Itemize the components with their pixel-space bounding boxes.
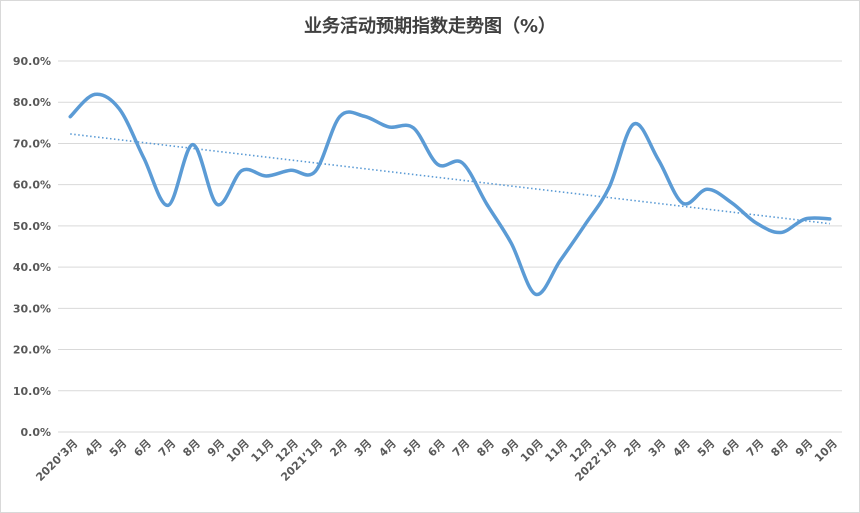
trend-line	[70, 133, 830, 225]
series-line	[68, 92, 832, 297]
data-point	[730, 201, 734, 205]
x-tick-label: 4月	[376, 437, 398, 459]
x-tick-label: 6月	[425, 437, 447, 459]
y-tick-label: 40.0%	[13, 261, 51, 274]
x-tick-label: 2020’3月	[33, 437, 80, 484]
data-point	[803, 217, 807, 221]
data-point	[632, 122, 636, 126]
data-point	[387, 125, 391, 129]
x-tick-label: 7月	[450, 437, 472, 459]
data-point	[191, 143, 195, 147]
data-point	[240, 169, 244, 173]
y-tick-label: 60.0%	[13, 179, 51, 192]
data-point	[338, 115, 342, 119]
y-axis-ticks: 0.0% 10.0% 20.0% 30.0% 40.0% 50.0% 60.0% 70.0% 8…	[13, 55, 51, 439]
y-tick-label: 50.0%	[13, 220, 51, 233]
x-tick-label: 11月	[543, 437, 571, 465]
y-tick-label: 80.0%	[13, 96, 51, 109]
x-tick-label: 8月	[180, 437, 202, 459]
data-point	[681, 201, 685, 205]
chart-title: 业务活动预期指数走势图（%）	[303, 16, 557, 37]
data-point	[485, 202, 489, 206]
y-tick-label: 90.0%	[13, 55, 51, 68]
data-point	[313, 169, 317, 173]
data-point	[68, 115, 72, 119]
x-tick-label: 10月	[224, 437, 252, 465]
x-tick-label: 2月	[327, 437, 349, 459]
y-tick-label: 30.0%	[13, 302, 51, 315]
data-point	[754, 221, 758, 225]
x-tick-label: 4月	[670, 437, 692, 459]
data-point	[215, 202, 219, 206]
data-point	[607, 185, 611, 189]
data-point	[460, 161, 464, 165]
data-point	[509, 241, 513, 245]
x-tick-label: 6月	[131, 437, 153, 459]
x-tick-label: 8月	[474, 437, 496, 459]
data-point	[166, 203, 170, 207]
x-tick-label: 6月	[719, 437, 741, 459]
x-tick-label: 5月	[401, 437, 423, 459]
x-tick-label: 7月	[744, 437, 766, 459]
y-tick-label: 10.0%	[13, 385, 51, 398]
data-point	[828, 217, 832, 221]
data-point	[362, 114, 366, 118]
x-tick-label: 11月	[249, 437, 277, 465]
data-point	[411, 126, 415, 130]
data-point	[558, 259, 562, 263]
x-tick-label: 3月	[646, 437, 668, 459]
data-point	[289, 168, 293, 172]
x-tick-label: 2月	[621, 437, 643, 459]
x-tick-label: 3月	[352, 437, 374, 459]
gridlines	[58, 60, 842, 433]
data-point	[264, 174, 268, 178]
x-tick-label: 5月	[695, 437, 717, 459]
x-tick-label: 7月	[156, 437, 178, 459]
x-tick-label: 4月	[82, 437, 104, 459]
data-point	[534, 292, 538, 296]
data-point	[705, 187, 709, 191]
x-tick-label: 5月	[107, 437, 129, 459]
data-point	[583, 223, 587, 227]
y-tick-label: 20.0%	[13, 344, 51, 357]
y-tick-label: 0.0%	[20, 426, 51, 439]
data-point	[656, 158, 660, 162]
y-tick-label: 70.0%	[13, 137, 51, 150]
x-tick-label: 10月	[518, 437, 546, 465]
data-point	[142, 156, 146, 160]
data-point	[117, 107, 121, 111]
data-point	[93, 92, 97, 96]
data-point	[436, 162, 440, 166]
data-point	[779, 230, 783, 234]
x-tick-label: 8月	[768, 437, 790, 459]
x-tick-label: 10月	[812, 437, 840, 465]
